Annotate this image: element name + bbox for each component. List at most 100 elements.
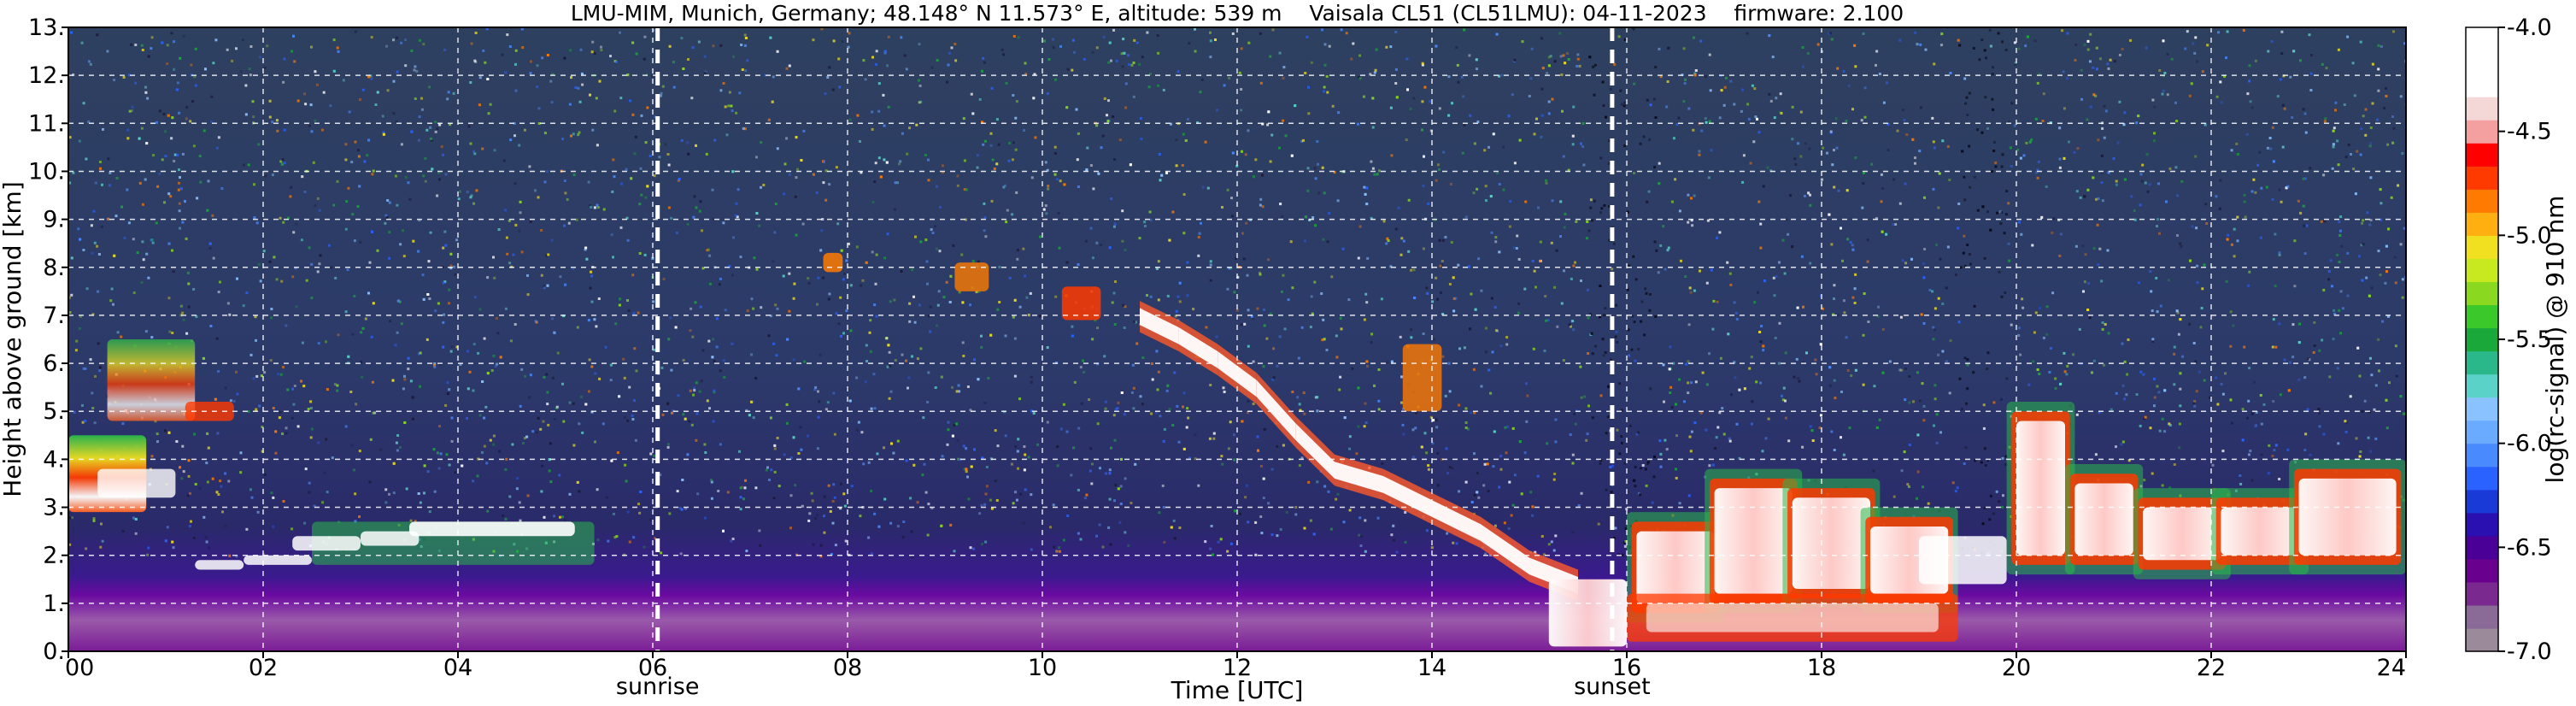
noise-pixel <box>1108 497 1112 501</box>
noise-pixel <box>639 491 643 493</box>
noise-pixel <box>2343 103 2346 106</box>
noise-pixel <box>1622 101 1626 104</box>
noise-pixel <box>1806 52 1810 55</box>
noise-pixel <box>870 552 873 556</box>
noise-pixel <box>2095 197 2098 201</box>
noise-pixel <box>2399 243 2403 246</box>
noise-pixel <box>1119 503 1123 505</box>
noise-pixel <box>1876 315 1880 318</box>
noise-pixel <box>2216 403 2220 406</box>
noise-pixel <box>1966 358 1969 362</box>
noise-pixel <box>526 494 530 497</box>
noise-pixel <box>1194 50 1197 53</box>
noise-pixel <box>1645 484 1648 487</box>
noise-pixel <box>730 539 733 543</box>
noise-pixel <box>410 130 414 133</box>
noise-pixel <box>537 416 540 420</box>
noise-pixel <box>1521 40 1524 44</box>
noise-pixel <box>1017 467 1019 470</box>
noise-pixel <box>967 497 971 501</box>
noise-pixel <box>997 143 1000 146</box>
noise-pixel <box>1722 103 1726 107</box>
noise-pixel <box>2030 138 2033 142</box>
noise-pixel <box>1833 185 1836 189</box>
noise-pixel <box>918 303 921 307</box>
noise-pixel <box>1589 198 1593 202</box>
noise-pixel <box>360 331 363 334</box>
noise-pixel <box>827 297 830 301</box>
noise-pixel <box>178 181 180 185</box>
noise-pixel <box>1162 439 1165 443</box>
noise-pixel <box>1941 350 1945 353</box>
noise-pixel <box>85 157 88 161</box>
noise-pixel <box>502 515 505 517</box>
noise-pixel <box>182 470 185 474</box>
noise-pixel <box>173 68 176 71</box>
noise-pixel <box>927 315 930 318</box>
noise-pixel <box>1487 490 1490 492</box>
noise-pixel <box>1360 535 1364 538</box>
noise-pixel <box>2126 373 2129 376</box>
noise-pixel <box>1562 155 1565 158</box>
noise-pixel <box>1908 444 1911 446</box>
noise-pixel <box>835 312 838 315</box>
noise-pixel <box>1355 452 1358 456</box>
noise-pixel <box>2156 218 2159 221</box>
noise-pixel <box>1414 427 1417 430</box>
noise-pixel <box>2226 238 2229 241</box>
noise-pixel <box>478 103 481 107</box>
noise-pixel <box>937 290 941 293</box>
noise-pixel <box>596 203 599 207</box>
noise-pixel <box>1395 550 1399 554</box>
noise-pixel <box>492 256 495 259</box>
noise-pixel <box>2024 44 2027 48</box>
noise-pixel <box>2092 359 2096 362</box>
noise-pixel <box>1362 95 1365 98</box>
noise-pixel <box>2323 120 2327 123</box>
noise-pixel <box>179 176 181 179</box>
noise-pixel <box>2328 375 2332 379</box>
noise-pixel <box>440 145 443 149</box>
noise-pixel <box>909 497 912 500</box>
noise-pixel <box>546 391 549 394</box>
noise-pixel <box>2358 255 2361 258</box>
noise-pixel <box>2179 372 2182 375</box>
noise-pixel <box>1523 451 1527 455</box>
noise-pixel <box>2229 398 2233 402</box>
noise-pixel <box>1463 346 1466 350</box>
noise-pixel <box>2176 311 2180 315</box>
noise-pixel <box>1166 294 1170 297</box>
noise-pixel <box>1529 491 1533 494</box>
noise-pixel <box>1122 303 1125 307</box>
noise-pixel <box>403 378 407 381</box>
noise-pixel <box>481 380 484 383</box>
noise-pixel <box>1405 138 1408 142</box>
noise-pixel <box>1282 76 1285 79</box>
noise-pixel <box>1781 394 1783 397</box>
noise-pixel <box>638 252 642 255</box>
noise-pixel <box>150 455 154 458</box>
noise-pixel <box>578 100 582 103</box>
noise-pixel <box>1981 205 1985 209</box>
noise-pixel <box>814 517 817 520</box>
noise-pixel <box>995 118 999 121</box>
noise-pixel <box>1836 314 1840 317</box>
noise-pixel <box>2115 179 2118 183</box>
noise-pixel <box>293 385 296 387</box>
noise-pixel <box>2149 427 2152 430</box>
noise-pixel <box>1146 31 1149 34</box>
noise-pixel <box>529 72 532 75</box>
noise-pixel <box>523 437 526 440</box>
noise-pixel <box>1474 308 1477 311</box>
noise-pixel <box>1518 440 1522 444</box>
noise-pixel <box>1188 42 1191 45</box>
noise-pixel <box>1291 391 1294 393</box>
noise-pixel <box>1220 455 1223 458</box>
noise-pixel <box>1120 457 1123 461</box>
noise-pixel <box>140 281 144 284</box>
noise-pixel <box>1654 66 1658 68</box>
noise-pixel <box>158 109 161 113</box>
noise-pixel <box>760 141 763 144</box>
noise-pixel <box>1854 156 1857 159</box>
noise-pixel <box>666 402 670 405</box>
